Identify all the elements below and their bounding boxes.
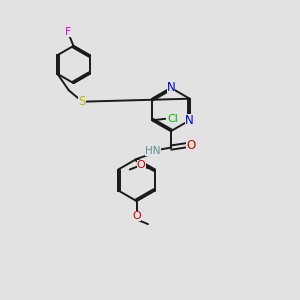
Text: N: N	[167, 81, 176, 94]
Text: O: O	[186, 139, 195, 152]
Text: Cl: Cl	[167, 114, 178, 124]
Text: N: N	[185, 114, 194, 127]
Text: S: S	[79, 95, 86, 108]
Text: HN: HN	[145, 146, 161, 156]
Text: O: O	[137, 160, 146, 170]
Text: O: O	[132, 211, 141, 221]
Text: F: F	[65, 27, 71, 37]
